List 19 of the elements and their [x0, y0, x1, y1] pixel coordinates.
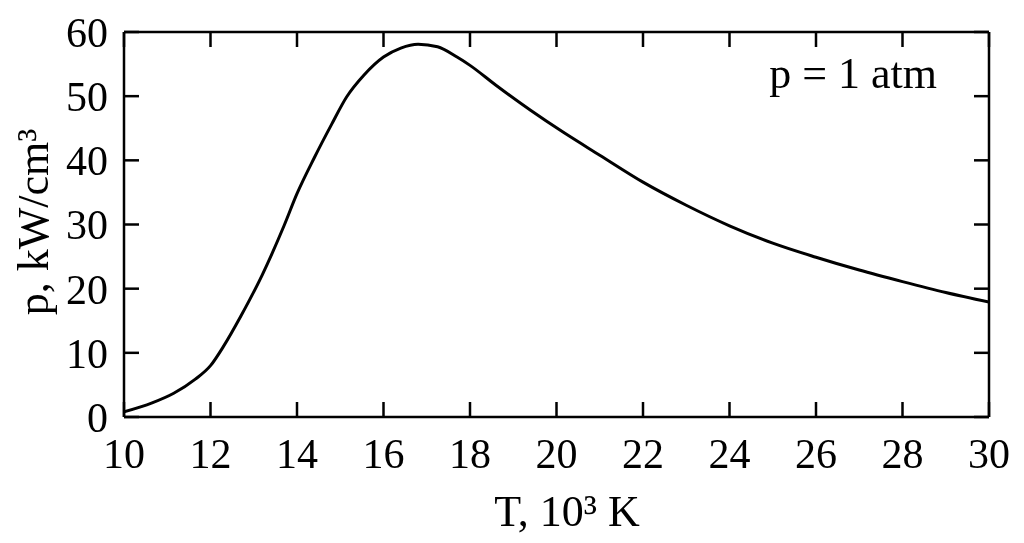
x-tick-label: 26 [795, 430, 837, 477]
annotation: p = 1 atm [769, 49, 937, 98]
y-tick-label: 50 [66, 74, 108, 121]
y-tick-label: 60 [66, 9, 108, 56]
x-tick-label: 28 [881, 430, 924, 477]
x-tick-label: 18 [449, 430, 491, 477]
x-tick-label: 14 [276, 430, 318, 477]
x-tick-label: 22 [622, 430, 664, 477]
x-tick-label: 12 [189, 430, 232, 477]
x-tick-label: 24 [708, 430, 751, 477]
y-tick-label: 10 [66, 330, 108, 377]
x-tick-label: 20 [535, 430, 578, 477]
x-axis-title: T, 10³ K [494, 487, 641, 536]
x-tick-label: 16 [362, 430, 405, 477]
y-tick-label: 40 [66, 138, 108, 185]
x-tick-label: 30 [968, 430, 1010, 477]
y-tick-label: 30 [66, 202, 108, 249]
y-tick-label: 20 [66, 266, 108, 313]
y-axis-title: p, kW/cm³ [9, 128, 58, 316]
